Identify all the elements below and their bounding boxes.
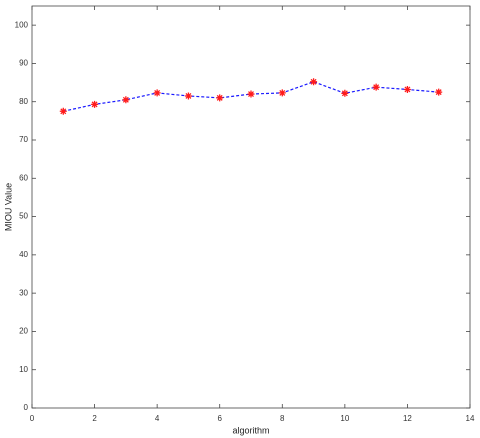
x-tick-label: 12 — [403, 414, 412, 423]
data-point — [91, 100, 99, 108]
x-tick-label: 4 — [155, 414, 160, 423]
y-tick-label: 30 — [19, 288, 28, 297]
plot-frame — [31, 5, 471, 409]
data-point — [341, 89, 349, 97]
data-point — [435, 88, 443, 96]
data-point — [122, 96, 130, 104]
y-axis-label: MIOU Value — [3, 183, 13, 231]
data-point — [372, 83, 380, 91]
data-point — [278, 89, 286, 97]
y-tick-label: 50 — [19, 212, 28, 221]
x-tick-label: 8 — [280, 414, 285, 423]
x-tick-label: 2 — [92, 414, 97, 423]
y-tick-label: 10 — [19, 365, 28, 374]
x-axis-label: algorithm — [232, 425, 269, 435]
x-tick-label: 6 — [217, 414, 222, 423]
y-tick-label: 40 — [19, 250, 28, 259]
y-tick-label: 100 — [15, 20, 29, 29]
y-tick-label: 60 — [19, 173, 28, 182]
data-point — [403, 85, 411, 93]
data-point — [184, 92, 192, 100]
x-tick-label: 0 — [30, 414, 35, 423]
x-tick-label: 10 — [340, 414, 349, 423]
data-point — [216, 94, 224, 102]
data-point — [59, 107, 67, 115]
y-tick-label: 20 — [19, 327, 28, 336]
data-point — [310, 78, 318, 86]
data-point — [247, 90, 255, 98]
y-tick-label: 0 — [24, 403, 29, 412]
x-tick-label: 14 — [466, 414, 475, 423]
data-point — [153, 89, 161, 97]
y-tick-label: 70 — [19, 135, 28, 144]
y-tick-label: 90 — [19, 59, 28, 68]
y-tick-label: 80 — [19, 97, 28, 106]
